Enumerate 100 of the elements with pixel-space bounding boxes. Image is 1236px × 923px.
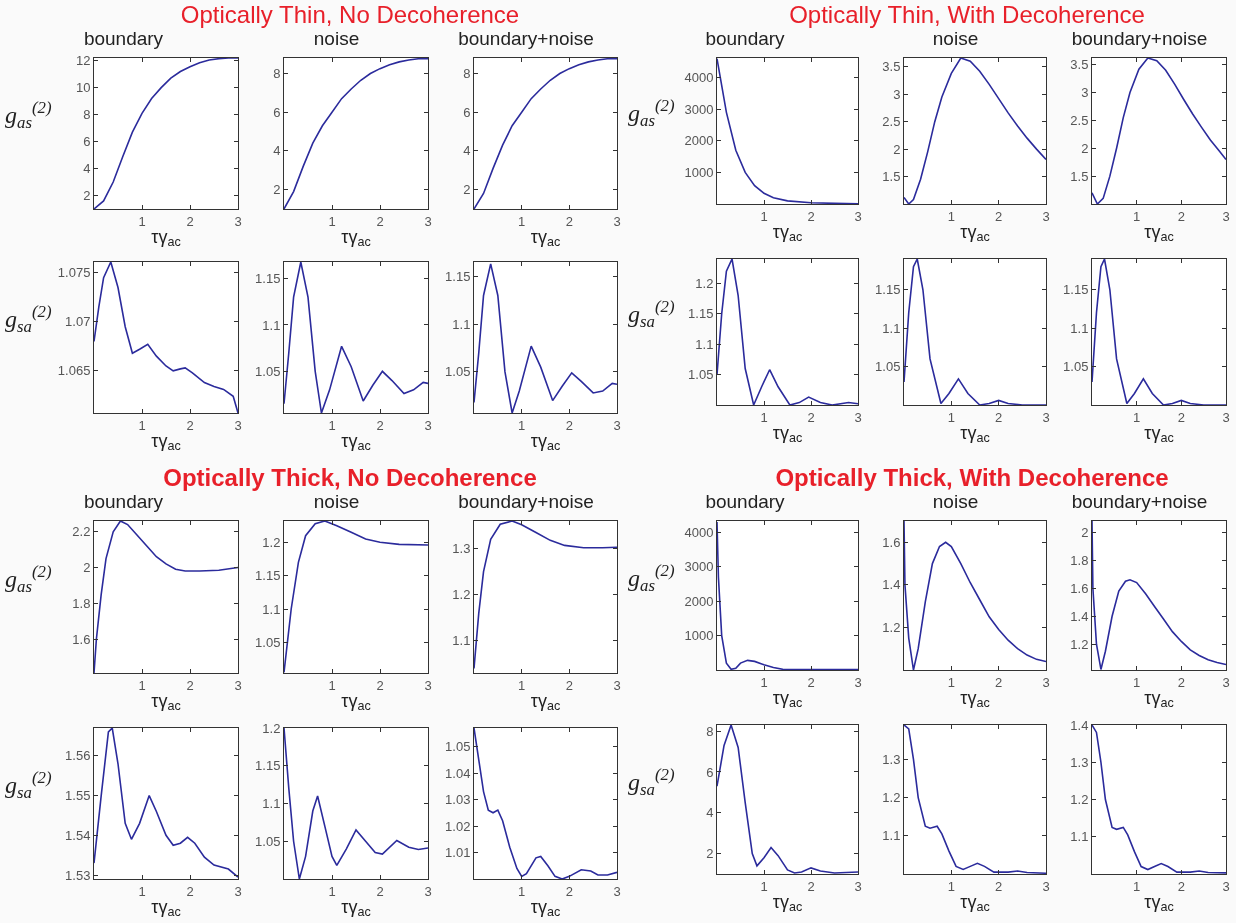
x-axis-title: τγ$_{ac}$ bbox=[960, 422, 990, 446]
x-tick-label: 2 bbox=[565, 677, 573, 693]
x-tick-label: 2 bbox=[995, 674, 1003, 690]
line-series bbox=[904, 259, 1046, 405]
x-tick-label: 2 bbox=[376, 883, 384, 899]
y-tick-label: 1.56 bbox=[65, 748, 91, 764]
y-tick-label: 2.2 bbox=[72, 524, 91, 540]
y-tick-label: 1.15 bbox=[1063, 282, 1089, 298]
y-tick-label: 2000 bbox=[684, 593, 714, 609]
x-tick-label: 2 bbox=[376, 213, 384, 229]
y-tick-label: 1.04 bbox=[445, 765, 471, 781]
x-tick-label: 3 bbox=[854, 674, 862, 690]
chart-title: noise bbox=[932, 28, 979, 50]
x-tick-label: 2 bbox=[186, 677, 194, 693]
line-series bbox=[474, 58, 617, 209]
chart-title: boundary bbox=[83, 28, 164, 50]
y-tick-label: 8 bbox=[273, 66, 281, 82]
text: Optically Thick, No Decoherence bbox=[163, 464, 537, 492]
y-tick-label: 1.8 bbox=[1070, 552, 1089, 568]
y-tick-label: 1.6 bbox=[72, 631, 91, 647]
line-series bbox=[474, 728, 617, 879]
y-tick-label: 1.01 bbox=[445, 845, 471, 861]
y-tick-label: 1.15 bbox=[688, 306, 714, 322]
x-axis-title: τγ$_{ac}$ bbox=[960, 687, 990, 711]
y-tick-label: 1.2 bbox=[1070, 792, 1089, 808]
y-tick-label: 1.15 bbox=[255, 568, 281, 584]
y-tick-label: 1.2 bbox=[882, 790, 901, 806]
y-tick-label: 1000 bbox=[684, 628, 714, 644]
x-tick-label: 3 bbox=[234, 677, 242, 693]
text: Optically Thin, With Decoherence bbox=[789, 1, 1145, 29]
x-tick-label: 1 bbox=[138, 677, 146, 693]
y-tick-label: 1000 bbox=[684, 164, 714, 180]
text: Optically Thin, No Decoherence bbox=[180, 1, 520, 29]
y-tick-label: 1.2 bbox=[882, 619, 901, 635]
x-tick-label: 1 bbox=[947, 409, 955, 425]
chart-title: noise bbox=[313, 491, 360, 513]
y-tick-label: 1.4 bbox=[1070, 608, 1089, 624]
x-tick-label: 2 bbox=[995, 409, 1003, 425]
x-axis-title: τγ$_{ac}$ bbox=[530, 226, 561, 250]
y-tick-label: 2000 bbox=[684, 133, 714, 149]
x-axis-title: τγ$_{ac}$ bbox=[530, 430, 561, 454]
x-tick-label: 3 bbox=[1042, 674, 1050, 690]
x-tick-label: 2 bbox=[995, 208, 1003, 224]
x-tick-label: 3 bbox=[613, 417, 621, 433]
x-tick-label: 1 bbox=[947, 674, 955, 690]
x-tick-label: 3 bbox=[1222, 878, 1230, 894]
y-tick-label: 3000 bbox=[684, 101, 714, 117]
x-tick-label: 1 bbox=[518, 677, 526, 693]
x-tick-label: 2 bbox=[807, 409, 815, 425]
y-tick-label: 2 bbox=[706, 846, 714, 862]
line-series bbox=[904, 521, 1046, 670]
y-tick-label: 1.3 bbox=[882, 751, 901, 767]
y-tick-label: 1.54 bbox=[65, 827, 91, 843]
x-tick-label: 3 bbox=[424, 213, 432, 229]
line-series bbox=[284, 262, 428, 413]
y-tick-label: 3 bbox=[1081, 85, 1089, 101]
y-tick-label: 1.2 bbox=[262, 720, 281, 736]
x-tick-label: 1 bbox=[1133, 878, 1141, 894]
y-tick-label: 1.1 bbox=[882, 320, 901, 336]
y-tick-label: 1.5 bbox=[882, 169, 901, 185]
x-tick-label: 2 bbox=[807, 674, 815, 690]
line-series bbox=[474, 263, 617, 413]
y-tick-label: 2.5 bbox=[1070, 112, 1089, 128]
x-axis-title: τγ$_{ac}$ bbox=[530, 896, 561, 920]
y-tick-label: 2 bbox=[463, 182, 471, 198]
x-tick-label: 2 bbox=[1177, 409, 1185, 425]
chart-title: boundary bbox=[83, 491, 164, 513]
x-tick-label: 1 bbox=[138, 213, 146, 229]
y-tick-label: 4 bbox=[706, 805, 714, 821]
x-tick-label: 1 bbox=[328, 213, 336, 229]
y-tick-label: 1.1 bbox=[262, 796, 281, 812]
x-tick-label: 1 bbox=[518, 417, 526, 433]
line-series bbox=[94, 58, 238, 209]
x-tick-label: 3 bbox=[854, 878, 862, 894]
x-tick-label: 3 bbox=[613, 213, 621, 229]
y-tick-label: 1.8 bbox=[72, 595, 91, 611]
x-tick-label: 1 bbox=[328, 677, 336, 693]
x-tick-label: 3 bbox=[1042, 409, 1050, 425]
y-tick-label: 1.1 bbox=[452, 633, 471, 649]
x-axis-title: τγ$_{ac}$ bbox=[1144, 891, 1174, 915]
y-tick-label: 1.1 bbox=[695, 336, 714, 352]
y-tick-label: 4000 bbox=[684, 524, 714, 540]
y-tick-label: 1.4 bbox=[1070, 717, 1089, 733]
x-tick-label: 2 bbox=[995, 878, 1003, 894]
y-tick-label: 1.15 bbox=[875, 282, 901, 298]
y-tick-label: 1.03 bbox=[445, 792, 471, 808]
y-tick-label: 1.55 bbox=[65, 788, 91, 804]
chart-title: noise bbox=[932, 491, 979, 513]
x-tick-label: 1 bbox=[328, 883, 336, 899]
y-tick-label: 2.5 bbox=[882, 114, 901, 130]
y-tick-label: 1.1 bbox=[882, 828, 901, 844]
x-tick-label: 3 bbox=[1222, 208, 1230, 224]
x-tick-label: 1 bbox=[760, 878, 768, 894]
line-series bbox=[717, 259, 858, 405]
y-tick-label: 1.53 bbox=[65, 867, 91, 883]
x-tick-label: 1 bbox=[1133, 674, 1141, 690]
line-series bbox=[717, 725, 858, 874]
x-axis-title: τγ$_{ac}$ bbox=[772, 422, 803, 446]
y-tick-label: 12 bbox=[75, 53, 91, 69]
y-tick-label: 2 bbox=[273, 182, 281, 198]
